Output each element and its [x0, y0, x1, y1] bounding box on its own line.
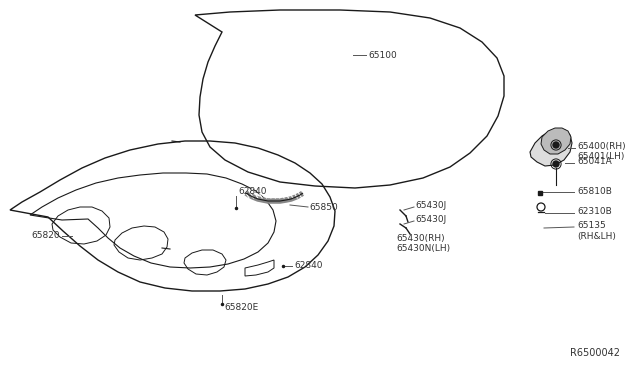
- Text: 65041A: 65041A: [577, 157, 612, 167]
- Text: R6500042: R6500042: [570, 348, 620, 358]
- Text: 65430J: 65430J: [415, 202, 446, 211]
- Text: 65430N(LH): 65430N(LH): [396, 244, 450, 253]
- Text: 65850: 65850: [309, 202, 338, 212]
- Bar: [538, 191, 542, 195]
- Text: 65820: 65820: [31, 231, 60, 241]
- Polygon shape: [530, 129, 572, 166]
- Circle shape: [553, 142, 559, 148]
- Text: 62310B: 62310B: [577, 208, 612, 217]
- Circle shape: [553, 161, 559, 167]
- Text: 65820E: 65820E: [224, 302, 259, 311]
- Text: 62840: 62840: [238, 186, 266, 196]
- Text: 65430J: 65430J: [415, 215, 446, 224]
- Polygon shape: [541, 128, 571, 154]
- Text: (RH&LH): (RH&LH): [577, 231, 616, 241]
- Text: 62840: 62840: [294, 262, 323, 270]
- Text: 65810B: 65810B: [577, 186, 612, 196]
- Text: 65401(LH): 65401(LH): [577, 151, 625, 160]
- Text: 65135: 65135: [577, 221, 605, 231]
- Text: 65100: 65100: [368, 51, 397, 60]
- Text: 65430(RH): 65430(RH): [396, 234, 445, 243]
- Text: 65400(RH): 65400(RH): [577, 141, 626, 151]
